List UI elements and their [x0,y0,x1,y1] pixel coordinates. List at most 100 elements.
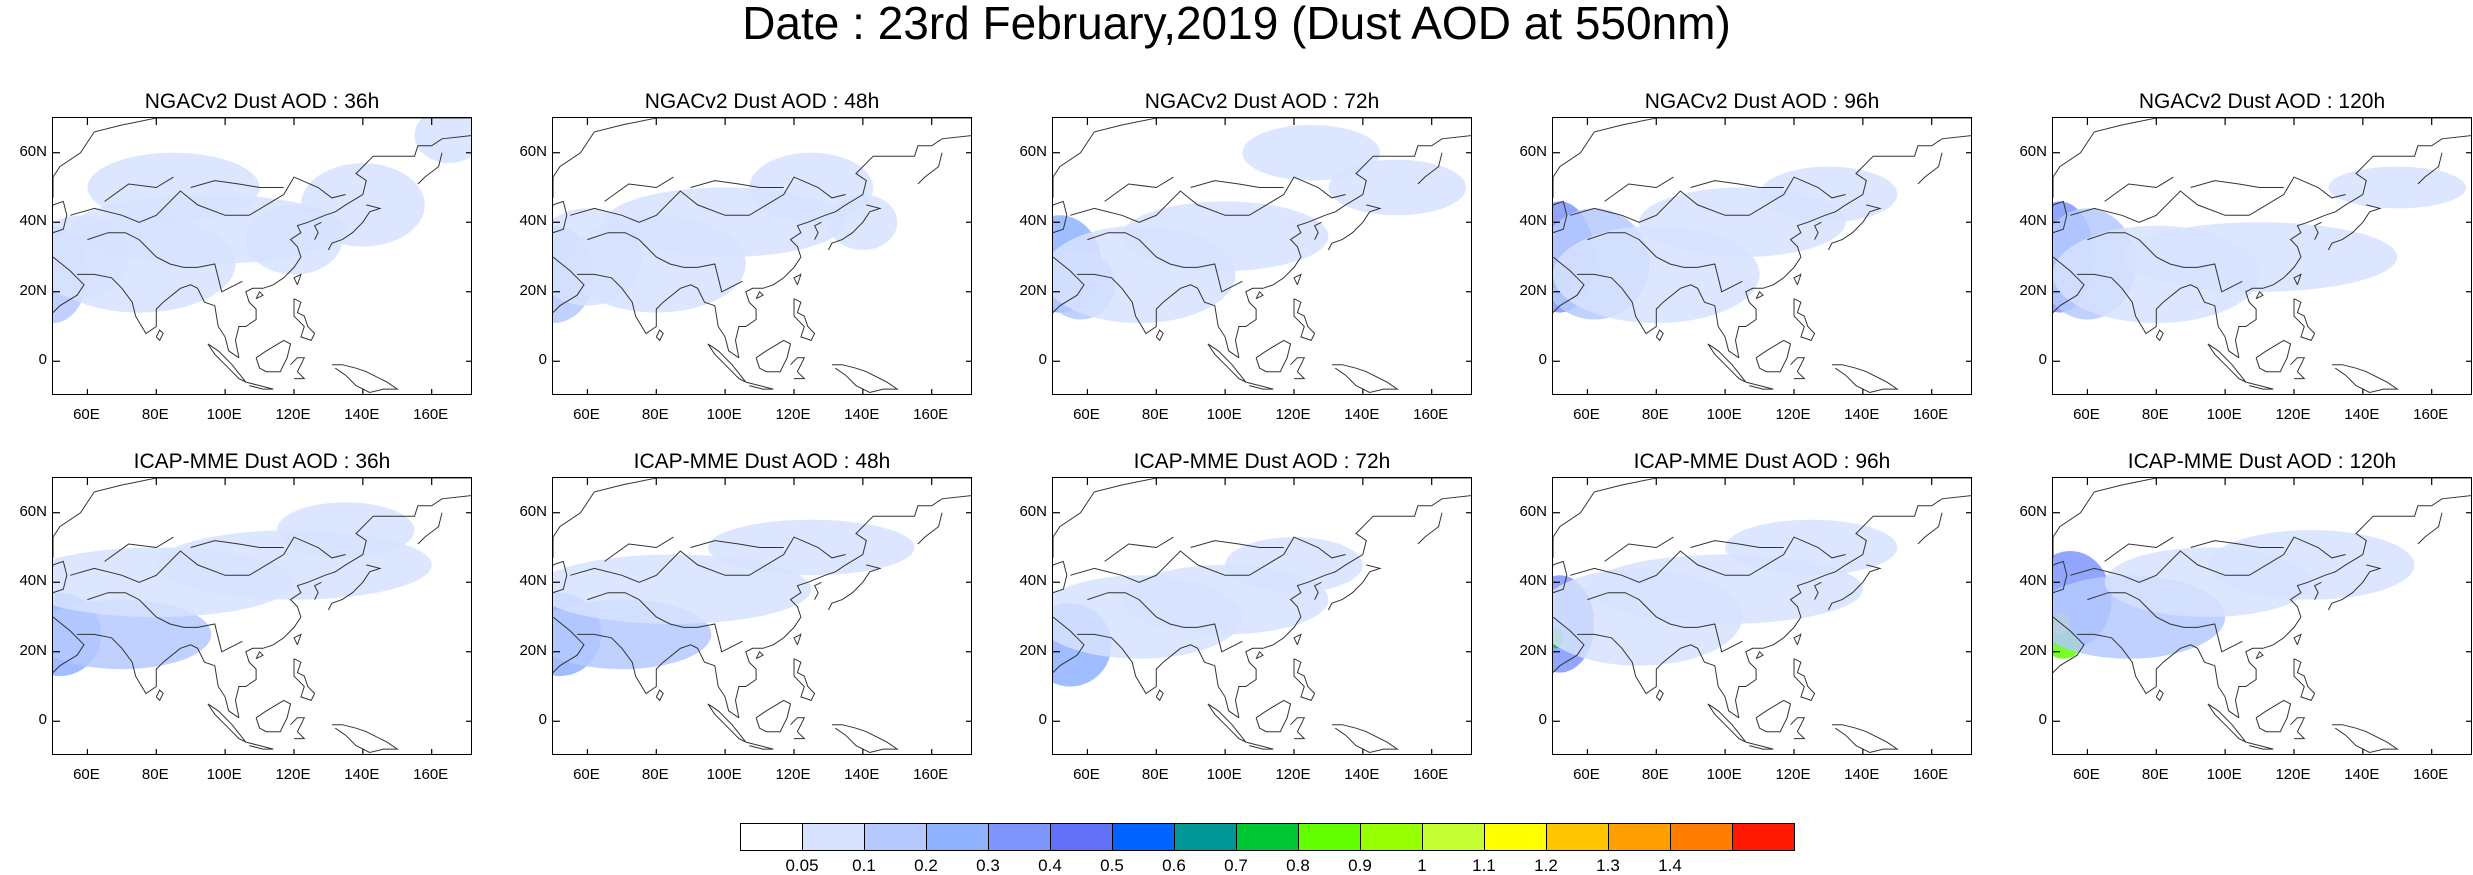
coastline [755,339,792,373]
colorbar-label: 0.7 [1224,856,1248,875]
coastline [2245,741,2274,750]
coastline [1734,495,1971,718]
y-tick-label: 0 [38,711,47,729]
coastline [87,232,243,293]
colorbar-swatch [1236,823,1299,851]
coastline [1293,273,1302,286]
map-frame [2052,117,2472,395]
coastline [207,343,247,383]
coastline [234,135,471,358]
coastline [1293,633,1302,646]
x-tick-label: 80E [2141,766,2169,783]
coastline [255,650,264,660]
dust-region [1725,519,1898,576]
coastline [1831,364,1899,394]
coastline [553,256,585,313]
coastline [2313,581,2322,600]
x-tick-label: 100E [706,766,742,783]
panel-title: ICAP-MME Dust AOD : 96h [1633,450,1891,473]
coastline [77,273,240,359]
figure-title: Date : 23rd February,2019 (Dust AOD at 5… [742,0,1731,49]
coastline [327,204,382,251]
coastline [2190,180,2284,188]
coastline [77,633,240,719]
coastline [1077,273,1240,359]
colorbar-label: 0.8 [1286,856,1310,875]
y-tick-label: 20N [1519,281,1547,299]
map-panel: NGACv2 Dust AOD : 72h 60N 40N 20N 0 60E 80E 100… [1007,90,1472,480]
dust-region [276,502,415,558]
y-tick-label: 60N [519,502,547,520]
coastline [2104,536,2174,562]
x-tick-label: 60E [1073,766,1100,783]
panel-title: NGACv2 Dust AOD : 120h [2138,90,2386,113]
coastline [1793,658,1816,702]
coastline [1707,703,1747,743]
y-tick-label: 40N [1519,572,1547,590]
dust-region [1759,166,1898,223]
coastline [2255,650,2264,660]
y-tick-label: 0 [538,711,547,729]
coastline [1255,650,1264,660]
x-tick-label: 60E [1573,406,1600,423]
x-tick-label: 120E [1775,766,1811,783]
coastline [570,176,846,223]
coastline [2417,152,2443,185]
map-panel: ICAP-MME Dust AOD : 72h 60N 40N 20N 0 60E 80E 1… [1007,450,1472,840]
x-tick-label: 100E [706,406,742,423]
colorbar-label: 0.5 [1100,856,1124,875]
y-tick-label: 40N [19,572,47,590]
dust-aod-map [1053,478,1471,754]
coastline [1053,478,1157,558]
coastline [1553,256,1585,313]
coastline [290,717,306,740]
coastline [293,658,316,702]
coastline [1553,560,1568,594]
coastline [604,176,674,202]
colorbar-swatch [1360,823,1423,851]
map-frame [2052,477,2472,755]
dust-aod-map [553,478,971,754]
dust-aod-map [53,478,471,754]
coastline [690,180,784,188]
coastline [1553,118,1657,198]
x-tick-label: 80E [141,766,169,783]
y-tick-label: 20N [19,641,47,659]
coastline [2190,540,2284,548]
x-tick-label: 160E [413,766,449,783]
coastline [813,581,822,600]
coastline [831,724,899,754]
y-tick-label: 0 [2038,351,2047,369]
x-tick-label: 160E [2413,766,2449,783]
coastline [1053,118,1157,198]
dust-region [2328,166,2467,209]
coastline [2293,633,2302,646]
y-tick-label: 40N [19,212,47,230]
y-tick-label: 40N [1519,212,1547,230]
coastline [1155,329,1164,342]
coastline [1827,204,1882,251]
colorbar-swatch [926,823,989,851]
coastline [70,176,346,223]
map-panel: ICAP-MME Dust AOD : 48h 60N 40N 20N 0 60E 80E 1… [507,450,972,840]
coastline [2417,512,2443,545]
y-tick-label: 60N [2019,142,2047,160]
coastline [1604,176,1674,202]
coastline [1293,658,1316,702]
y-tick-label: 20N [519,641,547,659]
coastline [1070,536,1346,583]
colorbar-label: 0.6 [1162,856,1186,875]
map-panel: ICAP-MME Dust AOD : 120h 60N 40N 20N 0 60E 80E… [2007,450,2472,840]
y-tick-label: 60N [1519,142,1547,160]
coastline [2053,256,2085,313]
map-frame [52,477,472,755]
colorbar-swatch [864,823,927,851]
y-tick-label: 40N [1019,212,1047,230]
dust-aod-map [2053,118,2471,394]
coastline [104,176,174,202]
coastline [2077,633,2240,719]
x-tick-label: 160E [1913,406,1949,423]
coastline [755,290,764,300]
coastline [1207,343,1247,383]
coastline [553,478,657,558]
